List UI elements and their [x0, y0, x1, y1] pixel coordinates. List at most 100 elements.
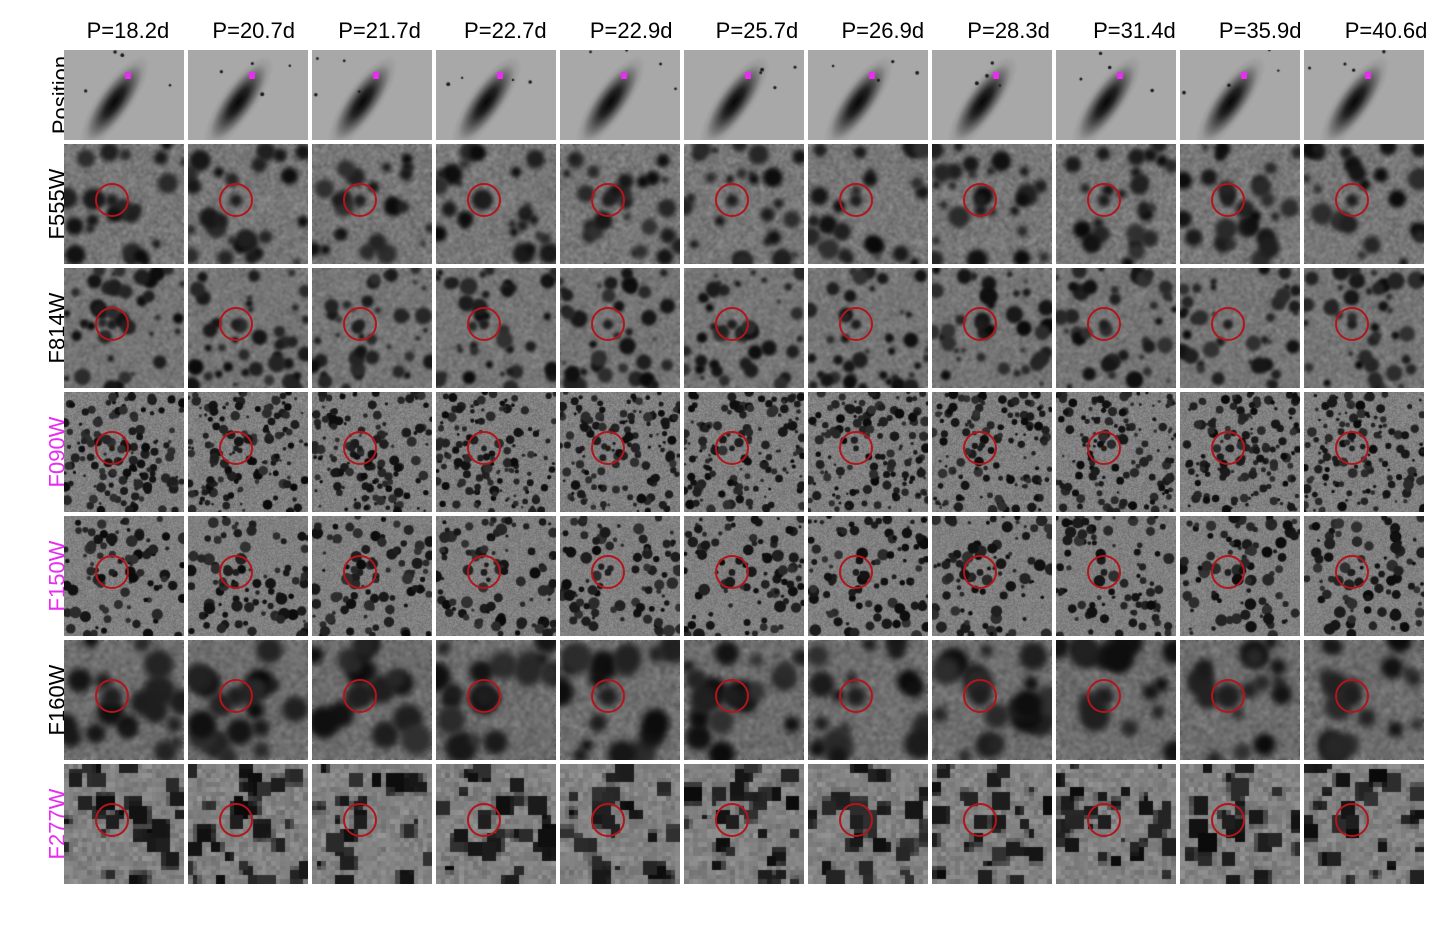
stamp-cell	[1304, 764, 1424, 884]
stamp-cell	[684, 268, 804, 388]
stamp-cell	[64, 50, 184, 140]
stamp-cell	[560, 392, 680, 512]
stamp-cell	[808, 764, 928, 884]
stamp-cell	[436, 392, 556, 512]
stamp-image	[1056, 640, 1176, 760]
stamp-cell	[1304, 516, 1424, 636]
stamp-image	[1180, 392, 1300, 512]
stamp-cell	[1180, 392, 1300, 512]
stamp-image	[436, 144, 556, 264]
stamp-cell	[188, 516, 308, 636]
stamp-cell	[1180, 764, 1300, 884]
stamp-image	[1180, 50, 1300, 140]
stamp-cell	[1056, 144, 1176, 264]
stamp-image	[684, 640, 804, 760]
stamp-cell	[1304, 268, 1424, 388]
stamp-cell	[436, 764, 556, 884]
row-F277W: F277W	[64, 764, 1446, 884]
stamp-cell	[932, 50, 1052, 140]
stamp-image	[436, 640, 556, 760]
stamp-cell	[932, 640, 1052, 760]
stamp-cell	[1304, 144, 1424, 264]
stamp-image	[436, 516, 556, 636]
stamp-image	[684, 764, 804, 884]
stamp-image	[808, 516, 928, 636]
stamp-cell	[1180, 144, 1300, 264]
stamp-image	[1056, 764, 1176, 884]
stamp-cell	[312, 144, 432, 264]
stamp-image	[436, 392, 556, 512]
stamp-image	[64, 144, 184, 264]
stamp-image	[1180, 640, 1300, 760]
stamp-cell	[1180, 268, 1300, 388]
stamp-image	[808, 50, 928, 140]
stamp-cell	[312, 516, 432, 636]
stamp-image	[684, 516, 804, 636]
stamp-image	[1056, 392, 1176, 512]
stamp-cell	[1304, 50, 1424, 140]
stamp-cell	[436, 268, 556, 388]
stamp-image	[188, 640, 308, 760]
stamp-image	[1056, 516, 1176, 636]
stamp-image	[312, 516, 432, 636]
column-headers: P=18.2dP=20.7dP=21.7dP=22.7dP=22.9dP=25.…	[64, 18, 1446, 44]
stamp-cell	[932, 144, 1052, 264]
stamp-cell	[312, 50, 432, 140]
stamp-image	[560, 50, 680, 140]
stamp-image	[64, 50, 184, 140]
stamp-cell	[808, 268, 928, 388]
stamp-image	[64, 268, 184, 388]
stamp-cell	[1056, 392, 1176, 512]
stamp-cell	[932, 392, 1052, 512]
stamp-cell	[684, 50, 804, 140]
stamp-image	[560, 144, 680, 264]
stamp-cell	[684, 640, 804, 760]
stamp-image	[312, 764, 432, 884]
stamp-image	[64, 516, 184, 636]
stamp-cell	[1056, 516, 1176, 636]
stamp-image	[64, 764, 184, 884]
stamp-cell	[436, 50, 556, 140]
stamp-cell	[1180, 50, 1300, 140]
stamp-image	[64, 640, 184, 760]
stamp-cell	[560, 268, 680, 388]
stamp-cell	[312, 764, 432, 884]
column-header: P=35.9d	[1200, 18, 1320, 44]
stamp-image	[1304, 50, 1424, 140]
column-header: P=22.9d	[571, 18, 691, 44]
row-F555W: F555W	[64, 144, 1446, 264]
stamp-image	[808, 764, 928, 884]
stamp-image	[932, 764, 1052, 884]
stamp-cell	[932, 764, 1052, 884]
stamp-cell	[560, 144, 680, 264]
row-F090W: F090W	[64, 392, 1446, 512]
column-header: P=20.7d	[194, 18, 314, 44]
column-header: P=26.9d	[823, 18, 943, 44]
stamp-image	[932, 516, 1052, 636]
stamp-image	[188, 392, 308, 512]
stamp-image	[436, 50, 556, 140]
stamp-cell	[188, 268, 308, 388]
stamp-cell	[436, 516, 556, 636]
stamp-image	[560, 764, 680, 884]
stamp-image	[188, 516, 308, 636]
stamp-image	[188, 764, 308, 884]
stamp-image	[808, 144, 928, 264]
stamp-image	[1304, 764, 1424, 884]
stamp-cell	[188, 764, 308, 884]
stamp-cell	[64, 144, 184, 264]
stamp-cell	[1056, 640, 1176, 760]
stamp-cell	[64, 392, 184, 512]
stamp-cell	[560, 516, 680, 636]
stamp-image	[1056, 50, 1176, 140]
stamp-image	[684, 268, 804, 388]
stamp-cell	[1304, 392, 1424, 512]
stamp-image	[1304, 268, 1424, 388]
column-header: P=28.3d	[949, 18, 1069, 44]
stamp-image	[1056, 144, 1176, 264]
stamp-image	[64, 392, 184, 512]
image-grid: PositionF555WF814WF090WF150WF160WF277W	[64, 50, 1446, 884]
stamp-cell	[312, 268, 432, 388]
stamp-cell	[436, 640, 556, 760]
stamp-image	[312, 640, 432, 760]
